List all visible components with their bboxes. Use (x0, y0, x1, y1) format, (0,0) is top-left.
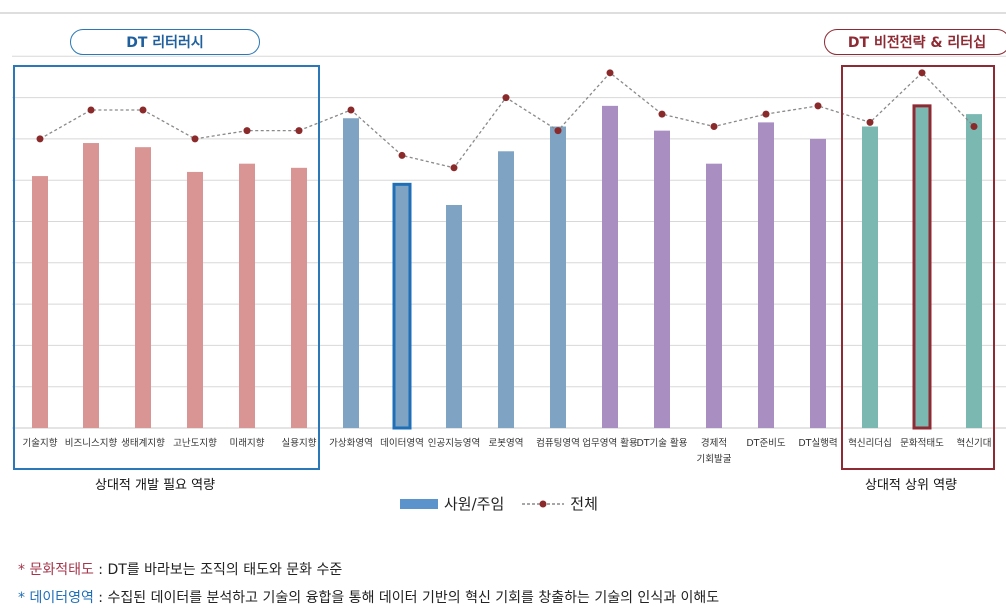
x-tick-label-1: 비즈니스지향 (65, 437, 118, 449)
x-tick-label-8: 인공지능영역 (428, 438, 480, 449)
overall-point-18 (970, 123, 978, 131)
x-axis-labels: 기술지향 비즈니스지향 생태계지향 고난도지향 미래지향 실용지향 가상화영역 데이터영역 인공… (23, 437, 992, 465)
overall-point-17 (918, 69, 926, 77)
bar-17 (912, 104, 932, 430)
bar-3 (187, 171, 203, 428)
x-tick-label-17: 문화적태도 (900, 437, 944, 449)
x-tick-label-0: 기술지향 (23, 437, 58, 449)
bar-9 (498, 151, 514, 429)
bar-13 (706, 163, 722, 428)
x-tick-label-9: 로봇영역 (489, 438, 524, 449)
bar-8 (446, 204, 462, 428)
bar-12 (654, 130, 670, 428)
x-tick-label-4: 미래지향 (230, 437, 265, 449)
dt-vision-leadership-group-pill: DT 비전전략 & 리터십 (824, 29, 1006, 55)
dt-literacy-group-box (13, 65, 320, 470)
overall-point-12 (658, 110, 666, 118)
overall-point-0 (36, 135, 44, 143)
x-tick-label-5: 실용지향 (282, 437, 317, 449)
chart-area: 기술지향 비즈니스지향 생태계지향 고난도지향 미래지향 실용지향 가상화영역 데이터영역 인공… (0, 12, 1006, 465)
bar-10 (550, 126, 566, 428)
note-data-key: * 데이터영역 (18, 590, 94, 606)
x-tick-label-18: 혁신기대 (957, 438, 992, 449)
bar-16 (862, 126, 878, 428)
bar-1 (83, 143, 99, 428)
x-tick-label-7: 데이터영역 (380, 438, 424, 449)
legend-line-label: 전체 (570, 495, 598, 513)
x-tick-label-15: DT실행력 (798, 437, 837, 449)
overall-point-13 (710, 123, 718, 131)
bar-5 (291, 167, 307, 428)
bar-14 (758, 122, 774, 428)
x-tick-label-6: 가상화영역 (329, 438, 373, 449)
x-tick-label-2: 생태계지향 (121, 437, 165, 449)
bar-7 (392, 182, 412, 430)
overall-point-3 (191, 135, 199, 143)
x-tick-label-12: DT기술 활용 (636, 437, 687, 449)
note-culture-key: * 문화적태도 (18, 562, 94, 578)
bar-6 (343, 118, 359, 428)
overall-point-16 (866, 118, 874, 126)
overall-point-11 (606, 69, 614, 77)
note-culture-text: : DT를 바라보는 조직의 태도와 문화 수준 (93, 562, 343, 578)
legend-bar-swatch (400, 498, 438, 509)
overall-point-8 (450, 164, 458, 172)
legend: 사원/주임 전체 (400, 493, 598, 514)
overall-point-15 (814, 102, 822, 110)
legend-line-swatch (522, 500, 565, 507)
bar-11 (602, 105, 618, 429)
x-tick-label-11: 업무영역 활용 (582, 437, 638, 449)
overall-line (36, 69, 978, 172)
relative-development-caption: 상대적 개발 필요 역량 (95, 478, 216, 493)
overall-point-14 (762, 110, 770, 118)
x-tick-label-14: DT준비도 (746, 438, 786, 449)
overall-point-5 (295, 127, 303, 135)
relative-top-caption: 상대적 상위 역량 (865, 478, 957, 493)
overall-point-6 (347, 106, 355, 114)
dt-literacy-group-pill: DT 리터러시 (70, 29, 260, 55)
overall-point-9 (502, 94, 510, 102)
x-tick-label-13: 경제적 기회발굴 (697, 437, 732, 465)
bars (32, 104, 982, 430)
note-data-text: : 수집된 데이터를 분석하고 기술의 융합을 통해 데이터 기반의 혁신 기회… (93, 590, 720, 606)
bar-2 (135, 147, 151, 428)
overall-point-10 (554, 127, 562, 135)
note-culture: * 문화적태도 : DT를 바라보는 조직의 태도와 문화 수준 (18, 559, 342, 579)
x-tick-label-10: 컴퓨팅영역 (536, 437, 580, 449)
bar-15 (810, 138, 826, 428)
overall-point-4 (243, 127, 251, 135)
legend-bar-label: 사원/주임 (444, 495, 505, 513)
overall-point-7 (398, 151, 406, 159)
bar-4 (239, 163, 255, 428)
overall-point-1 (87, 106, 95, 114)
bar-18 (966, 114, 982, 429)
overall-point-2 (139, 106, 147, 114)
x-tick-label-16: 혁신리더십 (848, 438, 892, 449)
note-data: * 데이터영역 : 수집된 데이터를 분석하고 기술의 융합을 통해 데이터 기… (18, 587, 719, 607)
bar-0 (32, 176, 48, 428)
dt-vision-leadership-group-box (841, 65, 995, 470)
x-tick-label-3: 고난도지향 (173, 437, 217, 449)
